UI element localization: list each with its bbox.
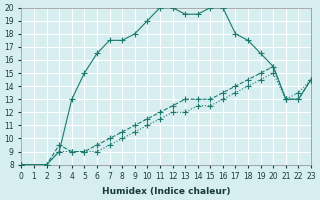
X-axis label: Humidex (Indice chaleur): Humidex (Indice chaleur): [102, 187, 230, 196]
